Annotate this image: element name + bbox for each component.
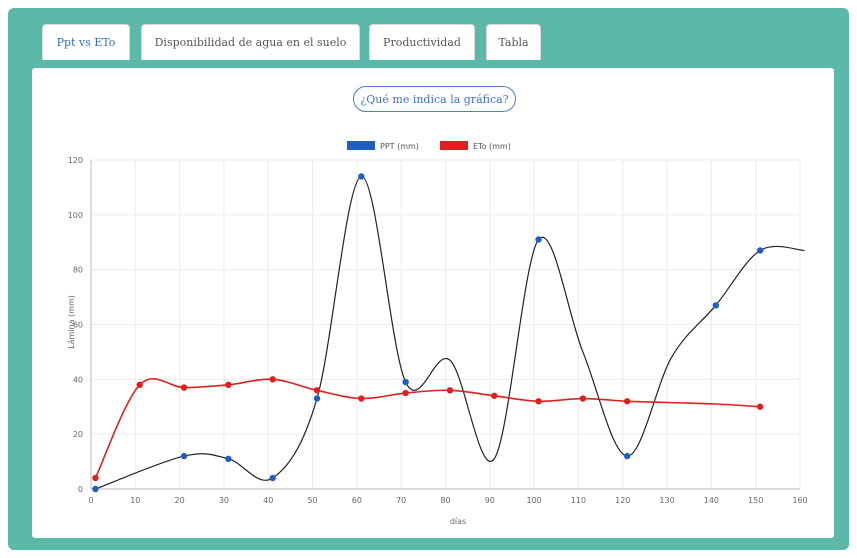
y-tick-label: 80	[73, 266, 83, 275]
x-tick-label: 30	[219, 496, 229, 505]
data-point-eto	[180, 384, 188, 391]
data-point-eto	[92, 474, 99, 482]
x-tick-label: 60	[352, 496, 362, 505]
legend-label-ppt: PPT (mm)	[380, 142, 419, 151]
data-point-eto	[535, 398, 542, 405]
data-point-ppt	[358, 173, 365, 180]
legend-swatch-ppt	[347, 141, 375, 150]
y-axis-title: Lámina (mm)	[67, 295, 76, 349]
data-point-ppt	[623, 452, 631, 460]
x-tick-label: 40	[263, 496, 273, 505]
y-tick-label: 60	[73, 321, 83, 330]
data-point-ppt	[756, 247, 764, 254]
data-point-eto	[579, 395, 587, 402]
chart-grid	[90, 159, 801, 490]
data-point-eto	[623, 398, 631, 405]
series-line-ppt	[95, 175, 805, 490]
x-tick-label: 10	[130, 496, 140, 505]
tab-ppt-vs-eto[interactable]: Ppt vs ETo	[42, 24, 130, 60]
x-tick-label: 50	[307, 496, 317, 505]
data-point-eto	[269, 376, 276, 383]
help-button[interactable]: ¿Qué me indica la gráfica?	[353, 86, 516, 112]
data-point-ppt	[225, 455, 232, 463]
data-point-ppt	[712, 302, 720, 309]
data-point-eto	[446, 387, 454, 394]
x-tick-label: 160	[792, 496, 807, 505]
x-tick-label: 130	[659, 496, 674, 505]
x-tick-label: 120	[615, 496, 630, 505]
x-tick-label: 90	[485, 496, 495, 505]
chart-axes: 0 10 20 30 40 50 60 70 80 90 100 110 120 130 140 150 160…	[68, 156, 808, 505]
x-tick-label: 140	[704, 496, 719, 505]
y-tick-label: 0	[78, 485, 83, 494]
x-tick-label: 70	[396, 496, 406, 505]
x-tick-label: 110	[571, 496, 586, 505]
x-tick-label: 80	[440, 496, 450, 505]
y-tick-label: 20	[73, 430, 83, 439]
data-point-ppt	[402, 378, 409, 386]
data-point-eto	[358, 395, 365, 402]
legend-label-eto: ETo (mm)	[473, 142, 511, 151]
data-point-eto	[756, 403, 764, 410]
data-point-ppt	[180, 452, 188, 460]
y-tick-label: 120	[68, 156, 83, 165]
tab-productivity[interactable]: Productividad	[369, 24, 475, 60]
data-point-ppt	[269, 474, 276, 482]
legend-swatch-eto	[440, 141, 468, 150]
data-point-eto	[136, 381, 143, 389]
x-axis-title: días	[450, 517, 466, 526]
data-point-ppt	[535, 236, 542, 243]
y-tick-label: 40	[73, 375, 83, 384]
data-point-eto	[225, 381, 232, 389]
x-tick-label: 100	[526, 496, 541, 505]
chart-series	[92, 173, 805, 493]
x-tick-label: 150	[748, 496, 763, 505]
y-tick-label: 100	[68, 211, 83, 220]
tab-soil-water[interactable]: Disponibilidad de agua en el suelo	[141, 24, 360, 60]
data-point-eto	[313, 387, 321, 394]
data-point-ppt	[313, 395, 321, 402]
x-tick-label: 0	[88, 496, 93, 505]
chart-panel	[32, 68, 834, 538]
chart-legend: PPT (mm) ETo (mm)	[347, 141, 511, 151]
tab-table[interactable]: Tabla	[486, 24, 541, 60]
series-line-eto	[94, 378, 761, 479]
data-point-ppt	[92, 485, 99, 493]
x-tick-label: 20	[175, 496, 185, 505]
data-point-eto	[491, 392, 498, 399]
data-point-eto	[402, 389, 409, 397]
